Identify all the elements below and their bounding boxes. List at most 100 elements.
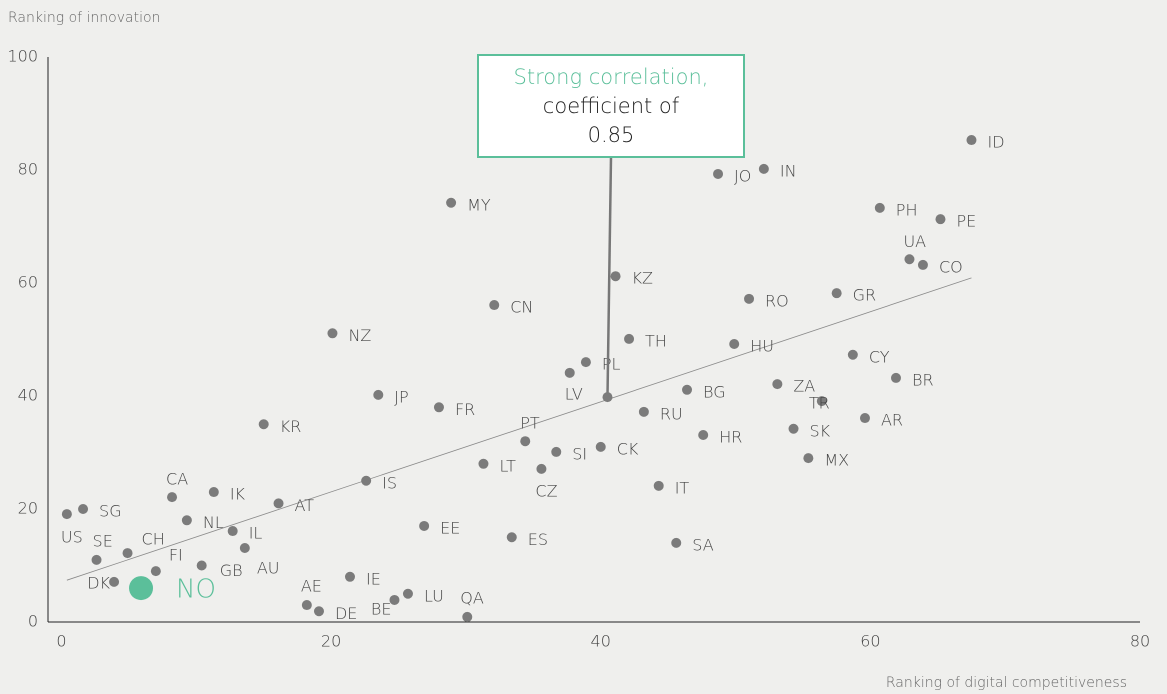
point (788, 423, 799, 434)
point (122, 548, 133, 559)
point (816, 396, 827, 407)
y-axis-label: Ranking of innovation (8, 10, 160, 26)
point (580, 357, 591, 368)
point-label: EE (440, 518, 460, 537)
annotation-text: coefficient of (543, 94, 680, 118)
point (917, 259, 928, 270)
point-label: LT (499, 456, 516, 475)
point (671, 537, 682, 548)
point (313, 606, 324, 617)
point-label: US (61, 528, 83, 547)
point (653, 480, 664, 491)
point-label: GR (853, 286, 877, 305)
point-label: HR (719, 427, 742, 446)
point-label: PH (896, 200, 918, 219)
point (78, 504, 89, 514)
point-label: GB (220, 561, 243, 580)
annotation-point (602, 392, 613, 403)
point (847, 349, 858, 360)
point-label: RU (660, 404, 683, 423)
point (433, 402, 444, 413)
point-label: MY (467, 195, 491, 214)
point (935, 214, 946, 225)
point (301, 600, 312, 611)
point (536, 463, 547, 474)
point-label: QA (460, 588, 484, 607)
point-label: DE (335, 604, 357, 623)
point-label: CN (510, 298, 533, 317)
point-label: SE (93, 531, 113, 550)
x-tick-label: 80 (1130, 632, 1150, 651)
point-label: NO (176, 575, 216, 605)
point (419, 520, 430, 531)
point (890, 372, 901, 383)
point-label: CH (142, 530, 165, 549)
point-label: CK (617, 439, 639, 458)
point-label: CZ (535, 481, 557, 500)
point (859, 413, 870, 424)
point (150, 566, 161, 577)
point-label: IK (230, 485, 246, 504)
point-label: SG (99, 502, 122, 521)
point (564, 367, 575, 378)
point (227, 526, 238, 537)
point (506, 532, 517, 543)
point (729, 339, 740, 350)
point-label: CA (166, 470, 188, 489)
point-label: PE (956, 212, 976, 231)
point (713, 168, 724, 179)
point (402, 588, 413, 599)
point-label: SI (572, 444, 587, 463)
point-label: ZA (793, 377, 815, 396)
point-label: TR (809, 394, 830, 413)
point (273, 498, 284, 509)
point-label: MX (824, 451, 849, 470)
annotation-text: Strong correlation, (514, 65, 709, 89)
x-tick-label: 20 (321, 632, 341, 651)
point-label: IN (780, 161, 797, 180)
point (610, 271, 621, 282)
point (831, 288, 842, 299)
point (904, 254, 915, 265)
point (744, 293, 755, 304)
point-label: AE (301, 577, 322, 596)
point (208, 487, 219, 498)
y-tick-label: 80 (18, 160, 38, 179)
point-label: IL (249, 524, 263, 543)
point-label: JO (734, 166, 751, 185)
point (682, 384, 693, 395)
point (389, 594, 400, 605)
point (196, 560, 207, 571)
point (327, 328, 338, 339)
point-label: IT (675, 478, 690, 497)
point (489, 300, 500, 311)
point (698, 429, 709, 440)
point (344, 571, 355, 582)
point-label: BG (703, 382, 726, 401)
point (167, 492, 178, 503)
point (258, 419, 269, 430)
point-label: HU (750, 337, 774, 356)
point (61, 509, 72, 520)
point (239, 542, 250, 553)
point-label: AU (257, 558, 280, 577)
point (91, 554, 102, 565)
point-label: KZ (632, 269, 653, 288)
point (624, 333, 635, 344)
point (595, 441, 606, 452)
point-label: BE (371, 599, 392, 618)
y-tick-label: 20 (18, 499, 38, 518)
point-label: FR (455, 400, 475, 419)
point-label: RO (765, 291, 789, 310)
point (758, 163, 769, 174)
point-label: AT (295, 496, 315, 515)
y-tick-label: 40 (18, 386, 38, 405)
point (966, 135, 977, 146)
point (638, 406, 649, 417)
point (373, 389, 384, 400)
point (803, 453, 814, 464)
point-label: PL (602, 355, 621, 374)
point-label: JP (394, 387, 408, 406)
trendline (66, 277, 972, 581)
y-tick-label: 100 (7, 47, 38, 66)
